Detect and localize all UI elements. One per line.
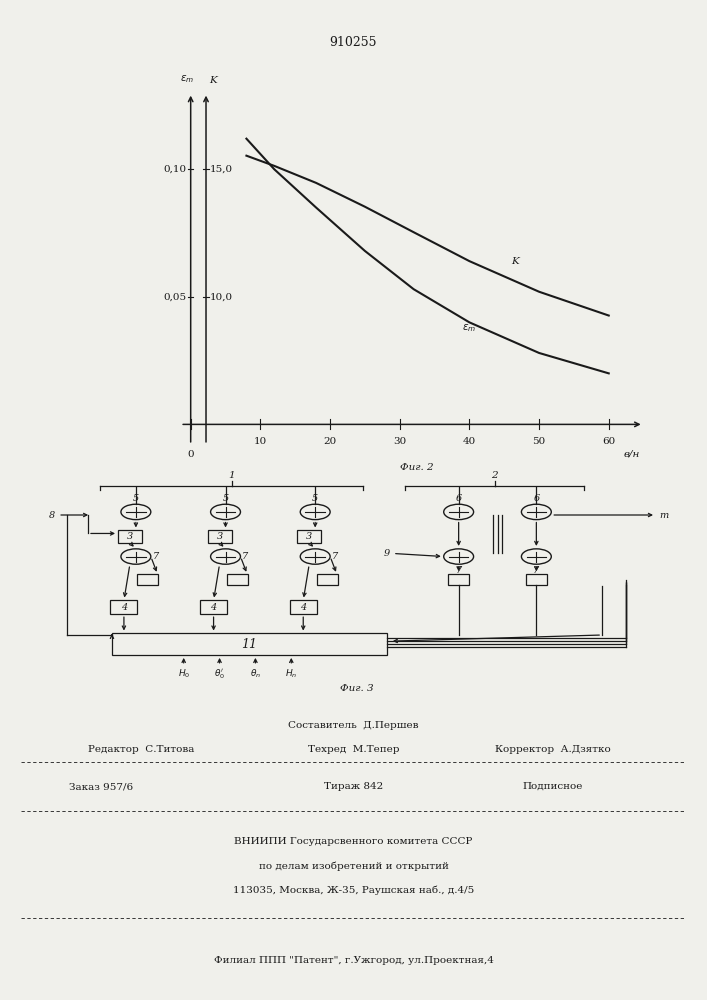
Text: 4: 4 bbox=[300, 603, 306, 612]
Text: по делам изобретений и открытий: по делам изобретений и открытий bbox=[259, 861, 448, 871]
Text: Тираж 842: Тираж 842 bbox=[324, 782, 383, 791]
Text: Фиг. 2: Фиг. 2 bbox=[400, 463, 434, 472]
Text: $H_n$: $H_n$ bbox=[285, 667, 298, 680]
Text: 5: 5 bbox=[223, 494, 228, 503]
Text: 6: 6 bbox=[455, 494, 462, 503]
Text: m: m bbox=[659, 510, 668, 520]
Text: 6: 6 bbox=[533, 494, 539, 503]
Text: 5: 5 bbox=[312, 494, 318, 503]
Text: $\varepsilon_m$: $\varepsilon_m$ bbox=[180, 73, 194, 85]
Text: 113035, Москва, Ж-35, Раушская наб., д.4/5: 113035, Москва, Ж-35, Раушская наб., д.4… bbox=[233, 885, 474, 895]
Text: 4: 4 bbox=[211, 603, 217, 612]
Bar bbox=[137, 574, 158, 585]
Text: 7: 7 bbox=[243, 552, 249, 561]
Bar bbox=[208, 530, 231, 543]
Bar bbox=[200, 600, 227, 614]
Text: $H_0$: $H_0$ bbox=[177, 667, 190, 680]
Text: 4: 4 bbox=[121, 603, 127, 612]
Text: $\theta_0'$: $\theta_0'$ bbox=[214, 667, 225, 681]
Text: 8: 8 bbox=[49, 510, 55, 520]
Text: 7: 7 bbox=[153, 552, 159, 561]
Bar bbox=[317, 574, 338, 585]
Text: 5: 5 bbox=[133, 494, 139, 503]
Text: $\theta_n$: $\theta_n$ bbox=[250, 667, 261, 680]
Text: 11: 11 bbox=[242, 638, 257, 651]
Text: 3: 3 bbox=[127, 532, 133, 541]
Bar bbox=[112, 633, 387, 655]
Text: 910255: 910255 bbox=[329, 35, 378, 48]
Text: 10,0: 10,0 bbox=[210, 292, 233, 301]
Text: K: K bbox=[511, 257, 519, 266]
Text: 0: 0 bbox=[187, 450, 194, 459]
Text: 15,0: 15,0 bbox=[210, 165, 233, 174]
Bar bbox=[526, 574, 547, 585]
Text: 2: 2 bbox=[491, 471, 498, 480]
Text: 10: 10 bbox=[254, 437, 267, 446]
Bar bbox=[297, 530, 321, 543]
Text: Редактор  С.Титова: Редактор С.Титова bbox=[88, 745, 194, 754]
Text: 3: 3 bbox=[216, 532, 223, 541]
Text: Заказ 957/6: Заказ 957/6 bbox=[69, 782, 133, 791]
Text: Подписное: Подписное bbox=[522, 782, 583, 791]
Text: 0,05: 0,05 bbox=[163, 292, 187, 301]
Text: 9: 9 bbox=[384, 549, 390, 558]
Text: Фиг. 3: Фиг. 3 bbox=[340, 684, 374, 693]
Text: 30: 30 bbox=[393, 437, 407, 446]
Bar bbox=[448, 574, 469, 585]
Bar bbox=[118, 530, 142, 543]
Bar bbox=[110, 600, 137, 614]
Text: 1: 1 bbox=[228, 471, 235, 480]
Text: 40: 40 bbox=[463, 437, 476, 446]
Text: 7: 7 bbox=[332, 552, 338, 561]
Text: 3: 3 bbox=[306, 532, 312, 541]
Text: 60: 60 bbox=[602, 437, 615, 446]
Bar bbox=[227, 574, 248, 585]
Text: ВНИИПИ Государсвенного комитета СССР: ВНИИПИ Государсвенного комитета СССР bbox=[234, 837, 473, 846]
Text: K: K bbox=[209, 76, 217, 85]
Text: Филиал ППП "Патент", г.Ужгород, ул.Проектная,4: Филиал ППП "Патент", г.Ужгород, ул.Проек… bbox=[214, 956, 493, 965]
Text: 0,10: 0,10 bbox=[163, 165, 187, 174]
Bar bbox=[290, 600, 317, 614]
Text: Корректор  А.Дзятко: Корректор А.Дзятко bbox=[495, 745, 611, 754]
Text: 20: 20 bbox=[323, 437, 337, 446]
Text: Составитель  Д.Першев: Составитель Д.Першев bbox=[288, 721, 419, 730]
Text: Техред  М.Тепер: Техред М.Тепер bbox=[308, 745, 399, 754]
Text: 50: 50 bbox=[532, 437, 546, 446]
Text: 7: 7 bbox=[455, 566, 462, 575]
Text: в/н: в/н bbox=[624, 450, 640, 459]
Text: $\varepsilon_m$: $\varepsilon_m$ bbox=[462, 322, 477, 334]
Text: 7: 7 bbox=[533, 566, 539, 575]
